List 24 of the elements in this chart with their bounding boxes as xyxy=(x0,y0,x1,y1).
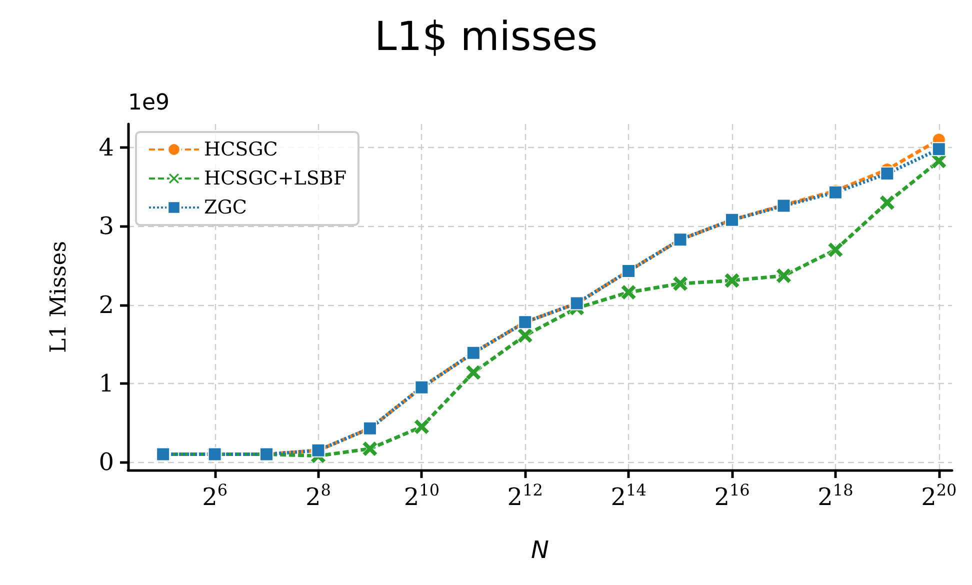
point xyxy=(414,419,430,434)
legend-label: HCSGC+LSBF xyxy=(204,168,347,190)
point xyxy=(776,268,792,284)
point xyxy=(880,166,894,181)
y-axis-title: L1 Misses xyxy=(46,240,72,354)
y-tick-label: 0 xyxy=(98,448,114,476)
point xyxy=(362,441,378,457)
y-tick-label: 2 xyxy=(98,290,114,319)
point xyxy=(672,276,688,292)
chart-title: L1$ misses xyxy=(374,14,598,60)
y-tick-label: 3 xyxy=(98,212,114,240)
y-tick-label: 1 xyxy=(98,370,114,398)
point xyxy=(620,284,636,300)
point xyxy=(517,328,533,344)
y-tick-label: 4 xyxy=(98,134,114,162)
x-axis-title: N xyxy=(531,536,550,564)
text: 1e9 xyxy=(128,90,170,116)
point xyxy=(466,364,482,380)
legend-label: HCSGC xyxy=(204,138,278,160)
point xyxy=(932,142,946,156)
point xyxy=(879,194,895,210)
legend-label: ZGC xyxy=(204,196,247,218)
point xyxy=(828,242,844,258)
point xyxy=(724,272,740,288)
